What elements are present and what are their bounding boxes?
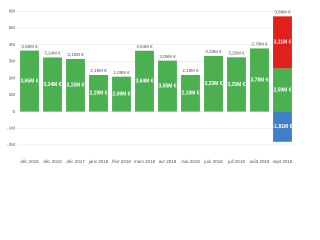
bar-segment (204, 55, 223, 112)
bar-label: 3,05M € (158, 83, 176, 89)
bar-segment (43, 57, 62, 112)
bar-segment (250, 48, 269, 112)
x-tick-label: août 2018 (249, 159, 270, 164)
bar-label: 3,78M € (250, 77, 268, 83)
y-tick-label: -1M (7, 125, 15, 130)
bar-label: 3,65M € (20, 78, 38, 84)
x-tick-label: juin 2018 (203, 159, 223, 164)
bar-label: 3,64M € (135, 78, 153, 84)
y-tick-label: 6M (9, 9, 16, 14)
total-label: 3,33M € (205, 49, 222, 54)
bar-label: 3,15M € (66, 83, 84, 89)
y-tick-label: 1M (9, 92, 16, 97)
total-label: 2,19M € (90, 68, 107, 73)
bar-segment (273, 16, 292, 69)
bar-segment (112, 76, 131, 112)
total-label: 2,19M € (182, 68, 199, 73)
bar-label: 3,24M € (43, 82, 61, 88)
x-tick-label: mai 2018 (181, 159, 200, 164)
total-label: 3,89M € (274, 10, 291, 15)
bar-label: -1,81M € (273, 124, 293, 130)
total-label: 3,65M € (21, 44, 38, 49)
total-label: 3,24M € (44, 51, 61, 56)
x-tick-label: déc 2017 (66, 159, 85, 164)
x-tick-label: févr 2018 (112, 159, 131, 164)
bar-label: 3,25M € (227, 82, 245, 88)
bar-segment (181, 74, 200, 112)
y-tick-label: 3M (9, 59, 16, 64)
y-tick-label: 4M (9, 42, 16, 47)
total-label: 3,64M € (136, 44, 153, 49)
total-label: 3,78M € (251, 42, 268, 47)
bar-segment (20, 50, 39, 112)
bar-label: 2,19M € (89, 91, 107, 97)
y-tick-label: -2M (7, 142, 15, 147)
x-tick-label: avr 2018 (159, 159, 177, 164)
x-tick-label: mars 2018 (134, 159, 156, 164)
bar-segment (158, 60, 177, 112)
bar-label: 3,33M € (204, 81, 222, 87)
total-label: 3,15M € (67, 52, 84, 57)
bar-segment (89, 74, 108, 112)
bar-label: 2,19M € (181, 91, 199, 97)
x-tick-label: janv 2018 (88, 159, 109, 164)
chart: -2M -1M 0 1M 2M 3M 4M 5M 6M déc 2015 3,65M € 3,65M … (7, 9, 294, 164)
bar-label: 2,09M € (112, 91, 130, 97)
bar-segment (135, 50, 154, 112)
x-tick-label: juil 2018 (227, 159, 245, 164)
bar-label: 3,11M € (274, 40, 292, 46)
bar-segment (273, 68, 292, 112)
x-tick-label: déc 2016 (43, 159, 62, 164)
x-tick-label: sept 2018 (273, 159, 293, 164)
bar-segment (227, 57, 246, 112)
bar-segment (273, 111, 292, 142)
x-tick-label: déc 2015 (20, 159, 39, 164)
y-tick-label: 5M (9, 25, 16, 30)
bar-segment (66, 58, 85, 112)
total-label: 3,05M € (159, 54, 176, 59)
bar-label: 2,59M € (273, 87, 291, 93)
total-label: 3,25M € (228, 50, 245, 55)
y-tick-label: 0 (12, 109, 15, 114)
total-label: 2,09M € (113, 70, 130, 75)
y-tick-label: 2M (9, 75, 16, 80)
